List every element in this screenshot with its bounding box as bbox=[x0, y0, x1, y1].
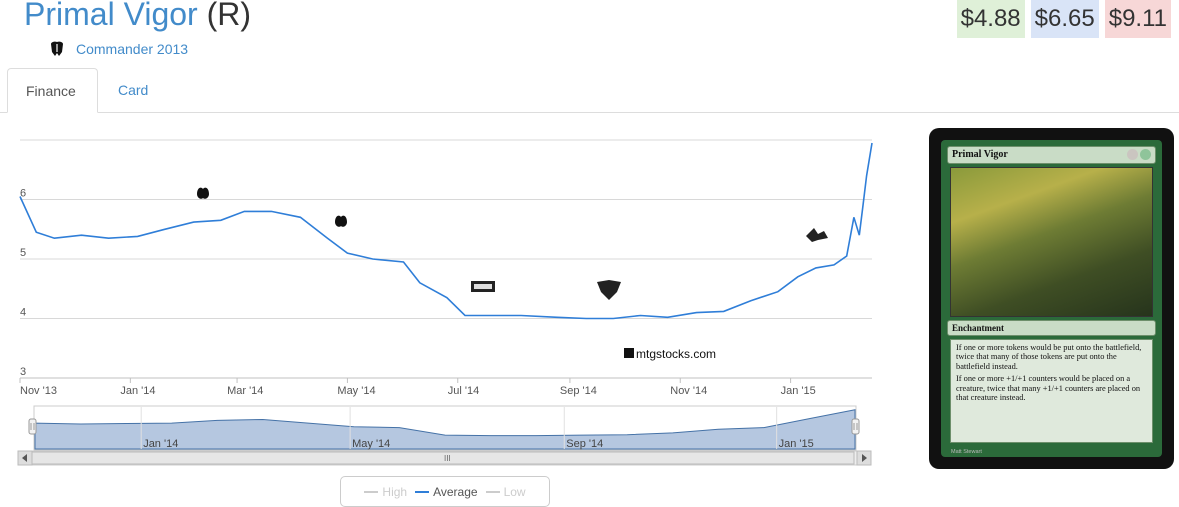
card-rule-2: If one or more +1/+1 counters would be p… bbox=[956, 374, 1141, 403]
y-tick-label: 5 bbox=[20, 247, 26, 259]
arrow-right-icon bbox=[862, 454, 867, 462]
price-low: $4.88 bbox=[956, 0, 1025, 38]
arrow-left-icon bbox=[22, 454, 27, 462]
set-release-icon[interactable] bbox=[471, 281, 495, 292]
price-high: $9.11 bbox=[1104, 0, 1171, 38]
navigator-series bbox=[34, 409, 856, 450]
set-release-icon[interactable] bbox=[335, 215, 347, 227]
x-tick-label: Nov '13 bbox=[20, 385, 57, 397]
navigator-label: Sep '14 bbox=[566, 438, 603, 450]
x-tick-label: Jan '15 bbox=[781, 385, 816, 397]
card-art bbox=[950, 167, 1153, 317]
card-face: Primal Vigor Enchantment If one or more … bbox=[941, 140, 1162, 457]
tab-bar: Finance Card bbox=[0, 68, 1179, 113]
set-link[interactable]: Commander 2013 bbox=[76, 41, 189, 57]
navigator-handle-right[interactable] bbox=[851, 418, 860, 435]
x-tick-label: Jan '14 bbox=[120, 385, 155, 397]
set-release-icon[interactable] bbox=[597, 280, 621, 300]
mana-cost bbox=[1127, 149, 1151, 161]
legend-low[interactable]: Low bbox=[485, 484, 526, 499]
set-release-icon[interactable] bbox=[197, 187, 209, 199]
average-price-line bbox=[19, 142, 873, 320]
set-symbol-icon bbox=[51, 41, 63, 56]
card-rule-1: If one or more tokens would be put onto … bbox=[956, 343, 1142, 371]
legend-low-label: Low bbox=[503, 484, 526, 499]
set-row: Commander 2013 bbox=[48, 40, 188, 58]
navigator-handle-left[interactable] bbox=[28, 418, 37, 435]
card-artist: Matt Stewart bbox=[951, 449, 982, 455]
chart-legend: High Average Low bbox=[340, 476, 550, 507]
set-release-icon[interactable] bbox=[806, 228, 828, 242]
mana-green-icon bbox=[1140, 149, 1151, 160]
card-image-name-bar: Primal Vigor bbox=[947, 146, 1156, 164]
legend-high-label: High bbox=[382, 484, 408, 499]
y-tick-label: 4 bbox=[20, 307, 26, 319]
card-image-name: Primal Vigor bbox=[952, 149, 1008, 160]
legend-high[interactable]: High bbox=[364, 485, 407, 499]
x-tick-label: Nov '14 bbox=[670, 385, 707, 397]
y-tick-label: 3 bbox=[20, 366, 26, 378]
tab-card[interactable]: Card bbox=[118, 82, 149, 98]
card-rules-text: If one or more tokens would be put onto … bbox=[950, 339, 1153, 443]
card-rarity: (R) bbox=[206, 0, 251, 32]
chart-navigator[interactable]: Jan '14 May '14 Sep '14 Jan '15 III bbox=[14, 402, 876, 472]
tab-finance[interactable]: Finance bbox=[7, 68, 98, 113]
scrollbar[interactable]: III bbox=[17, 450, 872, 466]
scrollbar-thumb[interactable] bbox=[31, 451, 855, 465]
navigator-label: May '14 bbox=[352, 438, 390, 450]
card-name: Primal Vigor bbox=[24, 0, 198, 32]
watermark-text: mtgstocks.com bbox=[636, 347, 716, 361]
mana-generic-icon bbox=[1127, 149, 1138, 160]
watermark: mtgstocks.com bbox=[624, 347, 716, 361]
x-tick-label: Jul '14 bbox=[448, 385, 479, 397]
legend-average[interactable]: Average bbox=[415, 484, 478, 499]
navigator-label: Jan '14 bbox=[143, 438, 178, 450]
x-tick-label: Sep '14 bbox=[560, 385, 597, 397]
legend-average-swatch bbox=[415, 490, 430, 493]
card-image: Primal Vigor Enchantment If one or more … bbox=[929, 128, 1174, 469]
price-chart-svg: 3 4 5 6 Nov '13 Jan '14 Mar '14 May '14 Jul '14… bbox=[19, 139, 873, 397]
legend-average-label: Average bbox=[433, 484, 478, 499]
card-title: Primal Vigor (R) bbox=[24, 0, 251, 33]
navigator-label: Jan '15 bbox=[779, 438, 814, 450]
price-chart: 3 4 5 6 Nov '13 Jan '14 Mar '14 May '14 Jul '14… bbox=[14, 130, 876, 507]
scrollbar-grip: III bbox=[444, 454, 451, 463]
price-average: $6.65 bbox=[1030, 0, 1099, 38]
price-summary: $4.88 $6.65 $9.11 bbox=[956, 0, 1171, 38]
y-tick-label: 6 bbox=[20, 188, 26, 200]
x-tick-label: Mar '14 bbox=[227, 385, 263, 397]
x-tick-label: May '14 bbox=[337, 385, 375, 397]
card-image-type: Enchantment bbox=[947, 320, 1156, 336]
